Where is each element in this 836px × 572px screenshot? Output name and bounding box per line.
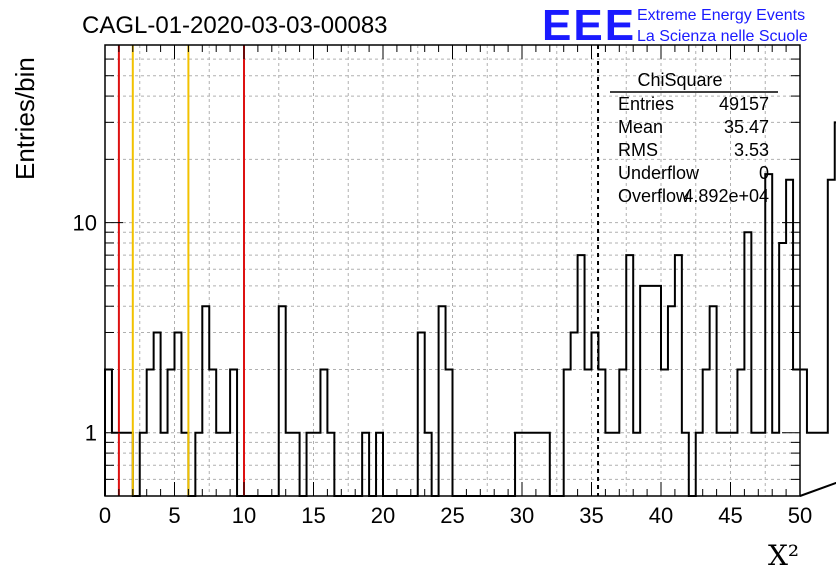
marker-lines — [117, 45, 600, 496]
stats-box-title: ChiSquare — [637, 70, 722, 90]
y-tick-label: 10 — [73, 211, 97, 236]
histogram-outline — [104, 121, 836, 497]
x-tick-label: 30 — [510, 503, 534, 528]
y-axis-label: Entries/bin — [10, 57, 40, 180]
y-axis-ticks: 1 10 — [73, 58, 800, 480]
x-axis-ticks: 0 5 10 15 20 25 30 35 40 45 50 — [99, 45, 812, 528]
stats-value: 3.53 — [734, 140, 769, 160]
stats-label: RMS — [618, 140, 658, 160]
logo-line-2: La Scienza nelle Scuole — [637, 28, 808, 45]
x-tick-label: 35 — [579, 503, 603, 528]
grid-lines — [104, 45, 801, 496]
stats-label: Underflow — [618, 163, 700, 183]
stats-value: 4.892e+04 — [683, 186, 769, 206]
x-tick-label: 10 — [232, 503, 256, 528]
x-tick-label: 40 — [649, 503, 673, 528]
stats-value: 49157 — [719, 94, 769, 114]
x-tick-label: 5 — [168, 503, 180, 528]
logo-line-1: Extreme Energy Events — [637, 7, 805, 24]
x-tick-label: 50 — [788, 503, 812, 528]
logo-mark: EEE — [542, 1, 636, 50]
x-tick-label: 25 — [440, 503, 464, 528]
stats-box: ChiSquare Entries 49157 Mean 35.47 RMS 3.53 Un… — [610, 70, 778, 206]
stats-label: Overflow — [618, 186, 690, 206]
stats-label: Mean — [618, 117, 663, 137]
chart-title: CAGL-01-2020-03-03-00083 — [82, 12, 388, 39]
eee-logo: EEE Extreme Energy Events La Scienza nel… — [542, 1, 808, 50]
histogram — [104, 121, 836, 497]
stats-label: Entries — [618, 94, 674, 114]
x-tick-label: 20 — [371, 503, 395, 528]
stats-value: 0 — [759, 163, 769, 183]
y-tick-label: 1 — [85, 421, 97, 446]
x-axis-label: X² — [768, 539, 799, 572]
x-tick-label: 45 — [718, 503, 742, 528]
x-tick-label: 0 — [99, 503, 111, 528]
x-tick-label: 15 — [301, 503, 325, 528]
stats-value: 35.47 — [724, 117, 769, 137]
